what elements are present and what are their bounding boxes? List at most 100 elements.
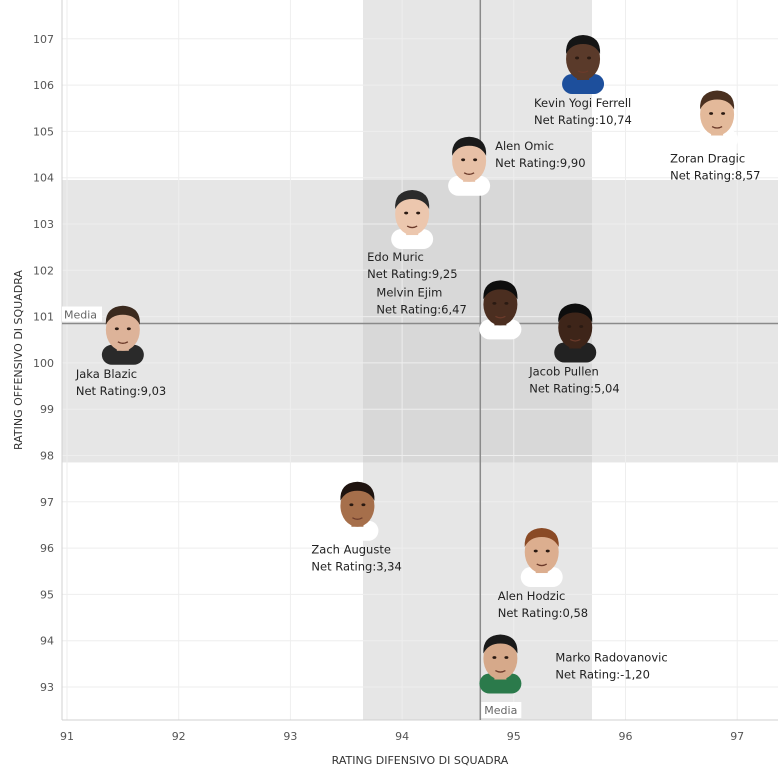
player-eye <box>126 327 131 331</box>
player-shirt <box>554 342 597 363</box>
point-net-rating-label: Net Rating:0,58 <box>498 606 588 620</box>
player-eye <box>404 211 409 215</box>
player-eye <box>114 327 119 331</box>
player-marker <box>391 190 434 250</box>
player-shirt <box>391 229 434 250</box>
player-eye <box>361 503 366 507</box>
gridlines <box>61 0 778 721</box>
point-name-label: Kevin Yogi Ferrell <box>534 96 631 110</box>
player-eye <box>349 503 354 507</box>
x-tick-label: 94 <box>395 730 409 743</box>
x-tick-label: 92 <box>172 730 186 743</box>
x-tick-label: 97 <box>730 730 744 743</box>
axis-ticks: 91 92 93 94 95 96 97 93 94 95 96 97 98 99 100 101 102 103… <box>33 33 744 743</box>
point-name-label: Jaka Blazic <box>75 367 137 381</box>
x-reference-label-bg <box>481 702 522 718</box>
player-eye <box>504 301 509 305</box>
player-mouth <box>352 517 363 520</box>
player-face <box>483 283 518 326</box>
y-tick-label: 105 <box>33 125 54 138</box>
player-hair <box>105 305 140 325</box>
y-tick-label: 98 <box>40 450 54 463</box>
player-face <box>558 306 593 349</box>
point-net-rating-label: Net Rating:-1,20 <box>555 668 650 682</box>
player-eye <box>545 549 550 553</box>
player-hair <box>524 528 559 548</box>
y-tick-label: 99 <box>40 403 54 416</box>
x-axis-title: RATING DIFENSIVO DI SQUADRA <box>332 754 509 767</box>
point-net-rating-label: Net Rating:8,57 <box>670 169 760 183</box>
point-name-label: Melvin Ejim <box>376 285 442 299</box>
player-eye <box>492 656 497 659</box>
player-eye <box>587 56 592 60</box>
player-face <box>105 308 140 351</box>
player-hair <box>700 90 735 110</box>
shaded-bands <box>62 0 778 720</box>
player-mouth <box>569 338 581 342</box>
data-points: Kevin Yogi Ferrell Net Rating:10,74 Zoran … <box>75 34 761 694</box>
player-eye <box>579 325 584 328</box>
player-eye <box>473 158 478 162</box>
player-mouth <box>711 125 723 129</box>
point-net-rating-label: Net Rating:9,03 <box>76 384 166 398</box>
player-mouth <box>577 70 589 74</box>
player-face <box>700 93 735 136</box>
y-tick-label: 107 <box>33 33 54 46</box>
y-axis-title: RATING OFFENSIVO DI SQUADRA <box>12 270 25 450</box>
y-tick-label: 100 <box>33 357 54 370</box>
player-shirt <box>448 175 491 196</box>
point-net-rating-label: Net Rating:9,25 <box>367 267 457 281</box>
player-hair <box>483 280 518 300</box>
x-tick-label: 95 <box>507 730 521 743</box>
player-mouth <box>406 225 418 229</box>
x-tick-label: 96 <box>619 730 633 743</box>
x-tick-label: 91 <box>60 730 74 743</box>
player-eye <box>709 112 714 115</box>
player-hair <box>452 136 487 156</box>
y-tick-label: 96 <box>40 542 54 555</box>
point-name-label: Zoran Dragic <box>670 152 745 166</box>
player-eye <box>721 112 726 115</box>
y-tick-label: 94 <box>40 635 54 648</box>
player-eye <box>575 56 580 60</box>
reference-lines: Media Media <box>62 0 778 720</box>
player-eye <box>461 158 466 162</box>
player-shirt <box>336 520 379 541</box>
player-shirt <box>696 129 739 150</box>
player-face <box>524 531 559 574</box>
player-eye <box>567 325 572 328</box>
point-name-label: Jacob Pullen <box>528 364 599 378</box>
point-name-label: Alen Hodzic <box>498 589 566 603</box>
y-tick-label: 101 <box>33 311 54 324</box>
y-tick-label: 103 <box>33 218 54 231</box>
x-tick-label: 93 <box>283 730 297 743</box>
point-net-rating-label: Net Rating:10,74 <box>534 113 632 127</box>
player-mouth <box>463 172 475 175</box>
point-name-label: Edo Muric <box>367 250 424 264</box>
player-eye <box>504 656 509 659</box>
player-marker <box>336 481 379 541</box>
y-tick-label: 93 <box>40 681 54 694</box>
player-hair <box>340 481 375 501</box>
player-shirt <box>101 344 144 365</box>
player-marker <box>448 136 491 196</box>
point-net-rating-label: Net Rating:3,34 <box>311 560 401 574</box>
y-tick-label: 97 <box>40 496 54 509</box>
player-hair <box>566 34 601 54</box>
player-hair <box>558 303 593 323</box>
player-face <box>395 193 430 236</box>
player-marker <box>696 90 739 150</box>
player-shirt <box>562 73 605 94</box>
player-marker <box>479 634 522 694</box>
player-eye <box>533 549 538 553</box>
player-hair <box>483 634 518 654</box>
x-reference-label: Media <box>484 704 517 717</box>
player-marker <box>101 305 144 365</box>
player-hair <box>395 190 430 210</box>
player-marker <box>562 34 605 94</box>
y-reference-label: Media <box>64 309 97 322</box>
player-shirt <box>520 567 563 588</box>
player-mouth <box>536 563 548 567</box>
player-mouth <box>495 669 506 673</box>
